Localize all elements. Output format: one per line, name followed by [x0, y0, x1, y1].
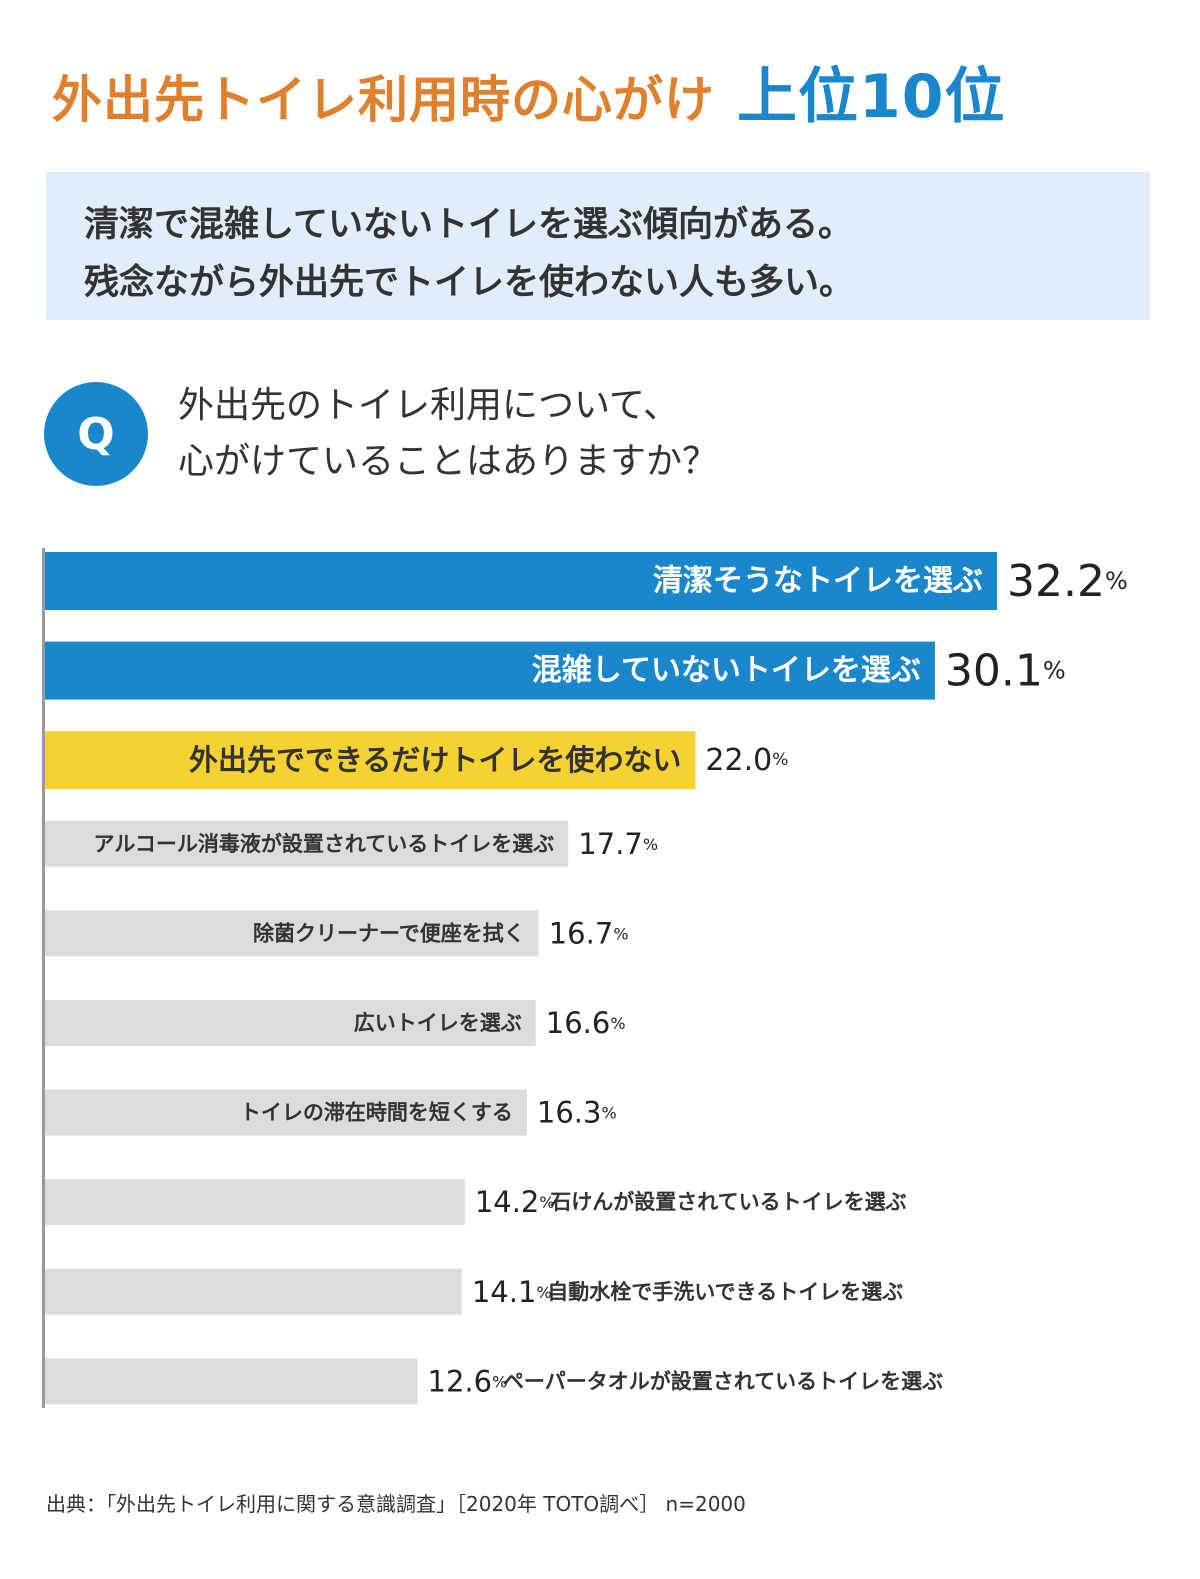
- value-label-10: 12.6%: [428, 1364, 508, 1398]
- summary-box: 清潔で混雑していないトイレを選ぶ傾向がある。 残念ながら外出先でトイレを使わない…: [46, 172, 1150, 320]
- category-label-2: 混雑していないトイレを選ぶ: [532, 653, 921, 688]
- value-label-8: 14.2%: [475, 1185, 555, 1219]
- value-label-4: 17.7%: [578, 827, 658, 861]
- question-badge: Q: [44, 382, 148, 486]
- category-label-6: 広いトイレを選ぶ: [354, 1011, 522, 1035]
- summary-line-1: 清潔で混雑していないトイレを選ぶ傾向がある。: [84, 205, 853, 245]
- bar-9: [45, 1268, 462, 1315]
- title-rank: 上位10位: [737, 62, 1006, 132]
- category-label-5: 除菌クリーナーで便座を拭く: [253, 921, 525, 945]
- question-line-1: 外出先のトイレ利用について、: [178, 385, 680, 426]
- category-label-8: 石けんが設置されているトイレを選ぶ: [549, 1190, 906, 1214]
- bar-8: [45, 1179, 465, 1226]
- value-label-3: 22.0%: [705, 743, 788, 778]
- bar-2: [45, 641, 935, 700]
- value-label-2: 30.1%: [945, 645, 1066, 696]
- value-label-7: 16.3%: [537, 1096, 617, 1130]
- question-text: 外出先のトイレ利用について、 心がけていることはありますか？: [178, 378, 718, 490]
- category-label-7: トイレの滞在時間を短くする: [240, 1101, 513, 1125]
- question-line-2: 心がけていることはありますか？: [178, 441, 719, 482]
- category-label-9: 自動水栓で手洗いできるトイレを選ぶ: [547, 1280, 903, 1304]
- chart-title: 外出先トイレ利用時の心がけ 上位10位: [52, 48, 1006, 135]
- bar-6: [45, 1000, 536, 1046]
- value-label-9: 14.1%: [472, 1275, 552, 1309]
- chart-baseline: [42, 548, 45, 1408]
- bar-3: [45, 731, 696, 790]
- summary-line-2: 残念ながら外出先でトイレを使わない人も多い。: [84, 263, 855, 303]
- value-label-1: 32.2%: [1007, 556, 1128, 607]
- bar-4: [45, 820, 569, 867]
- category-label-4: アルコール消毒液が設置されているトイレを選ぶ: [94, 832, 555, 856]
- title-main: 外出先トイレ利用時の心がけ: [52, 71, 715, 129]
- bar-10: [45, 1358, 418, 1405]
- category-label-1: 清潔そうなトイレを選ぶ: [653, 564, 983, 599]
- category-label-3: 外出先でできるだけトイレを使わない: [189, 743, 681, 777]
- value-label-5: 16.7%: [549, 916, 629, 950]
- value-label-6: 16.6%: [546, 1006, 626, 1040]
- bar-5: [45, 910, 539, 957]
- bar-1: [45, 552, 997, 610]
- bar-7: [45, 1089, 527, 1136]
- source-note: 出典：「外出先トイレ利用に関する意識調査」［2020年 TOTO調べ］ n=20…: [46, 1492, 746, 1516]
- category-label-10: ペーパータオルが設置されているトイレを選ぶ: [503, 1369, 943, 1393]
